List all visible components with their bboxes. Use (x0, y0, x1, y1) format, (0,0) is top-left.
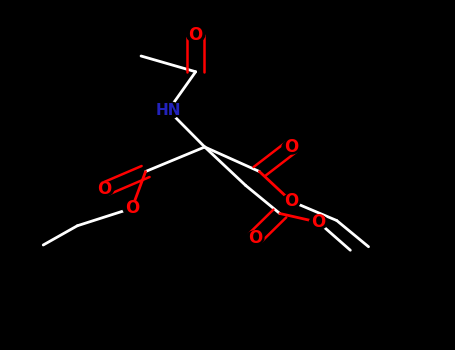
Circle shape (246, 231, 264, 245)
Text: HN: HN (156, 103, 181, 118)
Circle shape (187, 28, 205, 42)
Circle shape (96, 182, 114, 196)
Text: O: O (97, 180, 112, 198)
Text: O: O (284, 138, 298, 156)
Text: O: O (125, 199, 139, 217)
Text: O: O (284, 192, 298, 210)
Circle shape (157, 102, 180, 119)
Text: O: O (248, 229, 262, 247)
Text: O: O (311, 213, 326, 231)
Circle shape (309, 215, 328, 229)
Circle shape (282, 194, 300, 208)
Text: O: O (188, 26, 203, 44)
Circle shape (282, 140, 300, 154)
Circle shape (123, 201, 141, 215)
